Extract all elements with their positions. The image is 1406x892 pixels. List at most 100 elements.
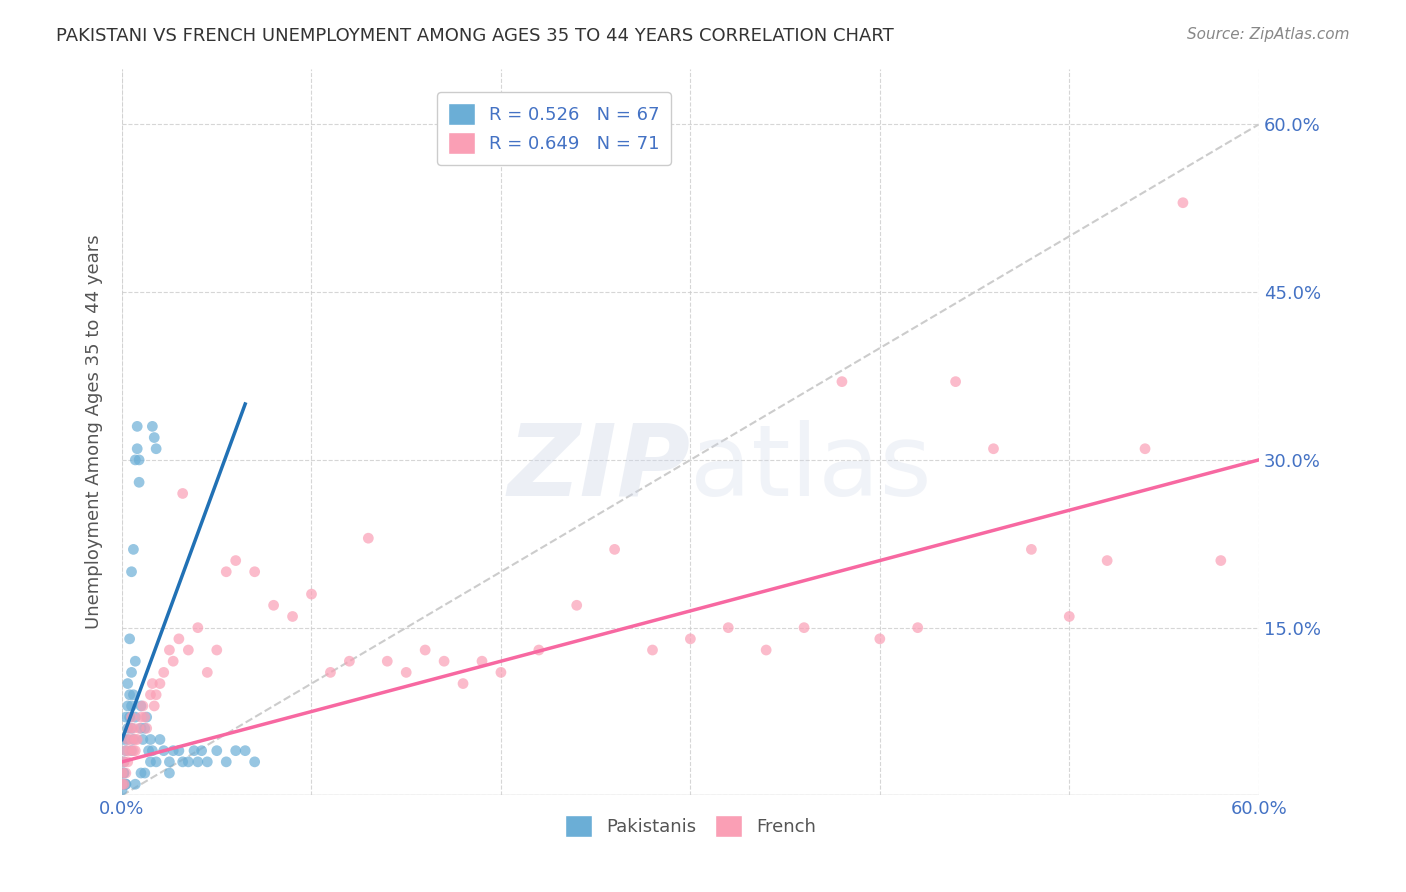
Legend: Pakistanis, French: Pakistanis, French: [558, 808, 823, 845]
Point: [135, 710, 157, 724]
Point: [263, 599, 285, 613]
Point: [195, 665, 218, 680]
Point: [187, 755, 209, 769]
Point: [1209, 553, 1232, 567]
Point: [135, 721, 157, 735]
Point: [122, 732, 145, 747]
Point: [127, 442, 149, 456]
Point: [167, 744, 190, 758]
Point: [243, 565, 266, 579]
Text: Source: ZipAtlas.com: Source: ZipAtlas.com: [1187, 27, 1350, 42]
Point: [122, 744, 145, 758]
Point: [118, 632, 141, 646]
Y-axis label: Unemployment Among Ages 35 to 44 years: Unemployment Among Ages 35 to 44 years: [86, 235, 103, 629]
Point: [831, 375, 853, 389]
Point: [641, 643, 664, 657]
Point: [717, 621, 740, 635]
Point: [177, 643, 200, 657]
Point: [395, 665, 418, 680]
Point: [183, 744, 205, 758]
Point: [121, 698, 143, 713]
Point: [319, 665, 342, 680]
Point: [337, 654, 360, 668]
Point: [121, 710, 143, 724]
Point: [122, 721, 145, 735]
Point: [983, 442, 1005, 456]
Point: [793, 621, 815, 635]
Point: [471, 654, 494, 668]
Point: [111, 782, 134, 797]
Point: [755, 643, 778, 657]
Point: [122, 688, 145, 702]
Point: [132, 732, 155, 747]
Point: [134, 710, 156, 724]
Point: [127, 419, 149, 434]
Point: [139, 732, 162, 747]
Point: [527, 643, 550, 657]
Point: [141, 744, 163, 758]
Point: [1171, 195, 1194, 210]
Point: [129, 721, 152, 735]
Point: [111, 777, 134, 791]
Point: [152, 665, 174, 680]
Point: [679, 632, 702, 646]
Point: [177, 755, 200, 769]
Point: [129, 710, 152, 724]
Point: [225, 744, 247, 758]
Point: [118, 721, 141, 735]
Point: [215, 565, 238, 579]
Point: [869, 632, 891, 646]
Point: [145, 688, 167, 702]
Point: [117, 732, 139, 747]
Point: [115, 766, 138, 780]
Point: [118, 744, 141, 758]
Point: [205, 744, 228, 758]
Point: [124, 453, 146, 467]
Point: [112, 766, 135, 780]
Point: [124, 710, 146, 724]
Point: [281, 609, 304, 624]
Point: [1059, 609, 1081, 624]
Point: [111, 766, 134, 780]
Point: [121, 721, 143, 735]
Point: [152, 744, 174, 758]
Point: [141, 419, 163, 434]
Point: [124, 777, 146, 791]
Text: atlas: atlas: [690, 420, 932, 516]
Point: [121, 744, 143, 758]
Point: [115, 710, 138, 724]
Point: [603, 542, 626, 557]
Point: [1095, 553, 1118, 567]
Point: [112, 766, 135, 780]
Point: [112, 732, 135, 747]
Text: ZIP: ZIP: [508, 420, 690, 516]
Point: [115, 744, 138, 758]
Point: [1133, 442, 1156, 456]
Point: [112, 755, 135, 769]
Point: [139, 755, 162, 769]
Point: [117, 732, 139, 747]
Point: [433, 654, 456, 668]
Point: [195, 755, 218, 769]
Point: [138, 744, 160, 758]
Point: [134, 766, 156, 780]
Point: [162, 744, 184, 758]
Point: [121, 732, 143, 747]
Point: [451, 676, 474, 690]
Point: [124, 732, 146, 747]
Point: [115, 777, 138, 791]
Point: [157, 755, 180, 769]
Point: [128, 721, 150, 735]
Point: [233, 744, 256, 758]
Point: [205, 643, 228, 657]
Point: [215, 755, 238, 769]
Point: [139, 688, 162, 702]
Point: [134, 721, 156, 735]
Point: [1021, 542, 1043, 557]
Point: [128, 453, 150, 467]
Point: [117, 698, 139, 713]
Point: [145, 442, 167, 456]
Text: PAKISTANI VS FRENCH UNEMPLOYMENT AMONG AGES 35 TO 44 YEARS CORRELATION CHART: PAKISTANI VS FRENCH UNEMPLOYMENT AMONG A…: [56, 27, 894, 45]
Point: [143, 431, 166, 445]
Point: [489, 665, 512, 680]
